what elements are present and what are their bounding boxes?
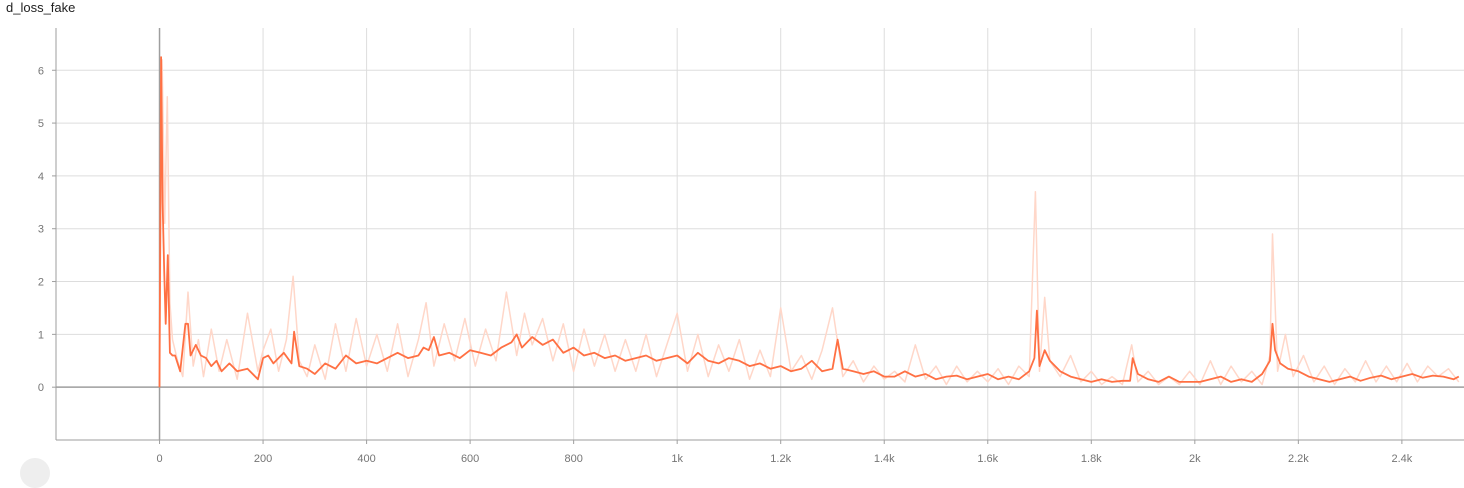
y-tick-label: 2 — [38, 277, 44, 289]
smoothed-series-line — [158, 56, 1460, 388]
raw-series-line — [158, 58, 1460, 386]
y-tick-label: 3 — [38, 224, 44, 236]
x-tick-label: 2k — [1189, 453, 1201, 465]
x-tick-label: 1.6k — [977, 453, 998, 465]
x-tick-label: 600 — [461, 453, 479, 465]
x-tick-label: 1.8k — [1081, 453, 1102, 465]
fit-domain-button[interactable] — [20, 458, 50, 488]
x-tick-label: 2.4k — [1391, 453, 1412, 465]
x-tick-label: 200 — [254, 453, 272, 465]
y-tick-label: 1 — [38, 329, 44, 341]
x-tick-label: 800 — [564, 453, 582, 465]
chart-title: d_loss_fake — [6, 0, 76, 15]
y-tick-label: 0 — [38, 382, 44, 394]
line-chart[interactable]: 0 200 400 600 800 1k 1.2k 1.4k 1.6k 1.8k 2k 2.2k 2.4… — [0, 0, 1464, 470]
x-tick-label: 2.2k — [1288, 453, 1309, 465]
y-tick-label: 6 — [38, 65, 44, 77]
y-tick-label: 4 — [38, 171, 44, 183]
grid-lines — [56, 28, 1464, 440]
x-tick-label: 0 — [156, 453, 162, 465]
x-tick-label: 1.4k — [874, 453, 895, 465]
series-layer — [158, 56, 1460, 388]
y-tick-label: 5 — [38, 118, 44, 130]
x-tick-label: 1.2k — [770, 453, 791, 465]
x-tick-label: 1k — [671, 453, 683, 465]
x-tick-label: 400 — [357, 453, 375, 465]
tick-labels: 0 200 400 600 800 1k 1.2k 1.4k 1.6k 1.8k 2k 2.2k 2.4… — [38, 65, 1413, 465]
